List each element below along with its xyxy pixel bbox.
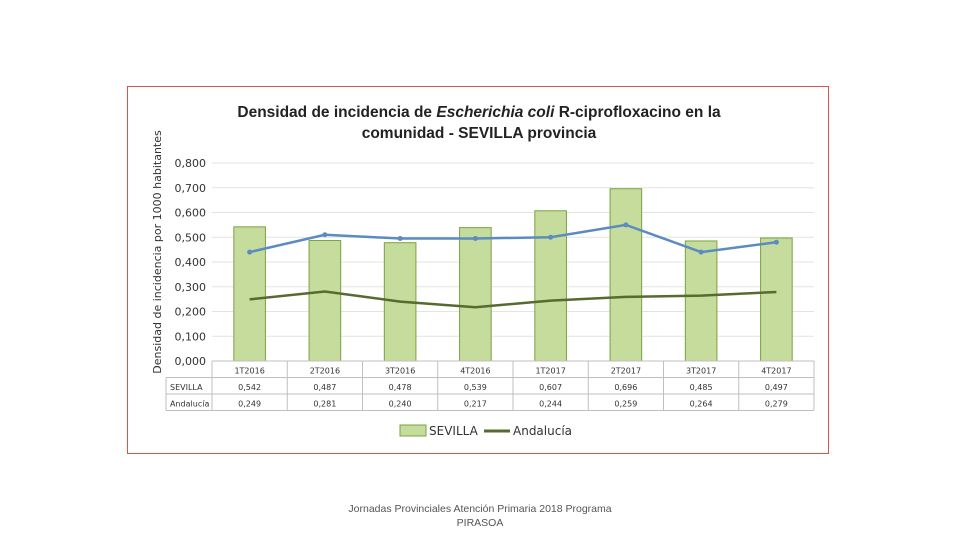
table-value: 0,696 (614, 383, 637, 392)
y-tick-label: 0,500 (175, 231, 207, 244)
table-category-label: 4T2016 (460, 367, 490, 376)
table-row-label: Andalucía (170, 400, 209, 409)
chart-frame: Densidad de incidencia de Escherichia co… (127, 86, 829, 454)
legend: SEVILLA Andalucía (399, 424, 572, 438)
y-tick-label: 0,000 (175, 355, 207, 368)
table-value: 0,264 (690, 400, 713, 409)
table-category-label: 2T2016 (310, 367, 340, 376)
footer: Jornadas Provinciales Atención Primaria … (330, 502, 630, 530)
table-value: 0,249 (238, 400, 261, 409)
table-value: 0,279 (765, 400, 788, 409)
bar-sevilla (760, 237, 793, 362)
table-value: 0,539 (464, 383, 487, 392)
table-value: 0,217 (464, 400, 487, 409)
table-value: 0,542 (238, 383, 261, 392)
line-series (247, 222, 779, 309)
y-tick-labels: 0,000 0,100 0,200 0,300 0,400 0,500 0,600 0,700… (175, 157, 207, 368)
y-tick-label: 0,600 (175, 207, 207, 220)
table-value: 0,607 (539, 383, 562, 392)
blue-series-point (773, 239, 779, 245)
chart-title-line1: Densidad de incidencia de Escherichia co… (237, 104, 721, 121)
gridlines (212, 162, 814, 362)
table-category-label: 1T2017 (535, 367, 565, 376)
table-value: 0,497 (765, 383, 788, 392)
blue-series-point (548, 234, 554, 240)
bar-sevilla (233, 226, 266, 362)
y-tick-label: 0,100 (175, 330, 207, 343)
blue-series-point (698, 249, 704, 255)
data-table: 1T2016 2T2016 3T2016 4T2016 1T2017 2T2017 3T20… (165, 360, 815, 411)
table-value: 0,485 (690, 383, 713, 392)
bar-sevilla (684, 240, 718, 362)
blue-series-point (472, 235, 478, 241)
footer-line2: PIRASOA (456, 517, 504, 529)
bar-sevilla (308, 239, 342, 362)
table-value: 0,259 (614, 400, 637, 409)
table-category-label: 2T2017 (611, 367, 641, 376)
andalucia-line (249, 290, 777, 309)
bar-series (233, 188, 793, 362)
y-tick-label: 0,200 (175, 306, 207, 319)
table-value: 0,478 (389, 383, 412, 392)
legend-label-andalucia: Andalucía (513, 424, 572, 438)
table-category-label: 3T2017 (686, 367, 716, 376)
footer-line1: Jornadas Provinciales Atención Primaria … (348, 503, 612, 515)
blue-series-line (249, 223, 777, 254)
table-category-label: 1T2016 (234, 367, 264, 376)
table-value: 0,244 (539, 400, 562, 409)
blue-series-point (247, 249, 253, 255)
bar-sevilla (459, 227, 492, 362)
y-axis-label: Densidad de incidencia por 1000 habitant… (151, 130, 164, 374)
y-tick-label: 0,400 (175, 256, 207, 269)
table-category-label: 3T2016 (385, 367, 415, 376)
chart-title-line2: comunidad - SEVILLA provincia (362, 125, 597, 142)
table-category-label: 4T2017 (761, 367, 791, 376)
table-value: 0,281 (313, 400, 336, 409)
table-row-label: SEVILLA (170, 383, 203, 392)
blue-series-point (623, 222, 629, 228)
blue-series-point (397, 235, 403, 241)
table-value: 0,240 (389, 400, 412, 409)
y-tick-label: 0,300 (175, 281, 207, 294)
bar-sevilla (609, 188, 643, 362)
blue-series-point (322, 232, 328, 238)
legend-swatch-sevilla (399, 424, 427, 437)
table-value: 0,487 (313, 383, 336, 392)
legend-label-sevilla: SEVILLA (429, 424, 479, 438)
y-tick-label: 0,700 (175, 182, 207, 195)
chart-svg: Densidad de incidencia de Escherichia co… (151, 104, 815, 438)
y-tick-label: 0,800 (175, 157, 207, 170)
bar-sevilla (534, 210, 567, 362)
